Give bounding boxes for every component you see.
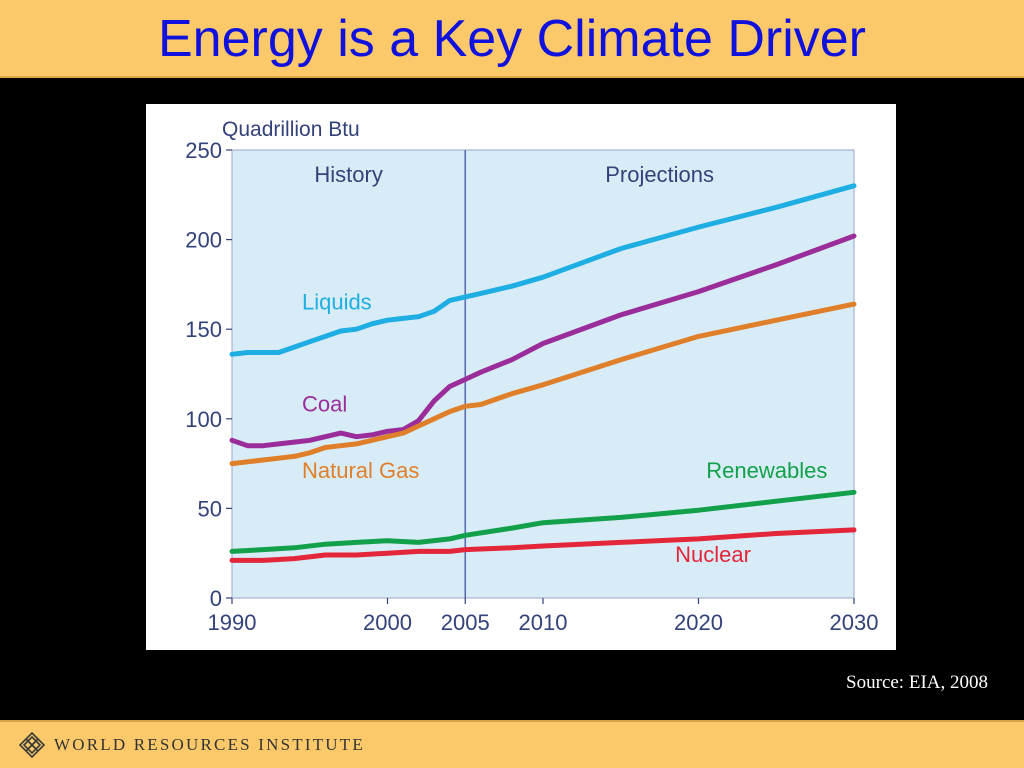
region-label-projections: Projections [605,162,714,187]
series-label-liquids: Liquids [302,289,372,314]
series-label-nuclear: Nuclear [675,542,751,567]
title-bar: Energy is a Key Climate Driver [0,0,1024,78]
y-tick-label: 200 [185,228,222,253]
x-tick-label: 2010 [519,610,568,635]
series-line-liquids [229,183,857,357]
region-labels: History Projections [314,162,714,187]
axes: 0 50 100 150 200 250 1990 2000 2005 2010 2020 2030 [185,138,878,635]
series-line-nuclear [229,527,857,563]
x-tick-label: 2000 [363,610,412,635]
energy-line-chart: History Projections 0 50 100 150 200 250 1990 20… [185,118,878,635]
y-tick-label: 250 [185,138,222,163]
series-lines: Liquids Coal Natural Gas Renewables Nuclear [229,183,857,567]
wri-lattice-icon [18,731,46,759]
x-tick-label: 2020 [674,610,723,635]
footer-bar: WORLD RESOURCES INSTITUTE [0,720,1024,768]
chart-container: History Projections 0 50 100 150 200 250 1990 20… [146,104,896,650]
y-tick-label: 150 [185,317,222,342]
x-tick-label: 2005 [441,610,490,635]
y-axis-label: Quadrillion Btu [222,118,360,141]
x-tick-label: 2030 [830,610,879,635]
slide-title: Energy is a Key Climate Driver [158,10,866,68]
source-note: Source: EIA, 2008 [846,672,988,693]
y-tick-label: 100 [185,407,222,432]
y-tick-label: 50 [198,496,222,521]
plot-background [231,149,855,599]
series-line-natural-gas [229,301,857,467]
series-line-renewables [229,489,857,554]
series-label-coal: Coal [302,392,347,417]
region-label-history: History [314,162,382,187]
series-line-coal [229,233,857,449]
x-tick-label: 1990 [208,610,257,635]
series-label-natural-gas: Natural Gas [302,458,419,483]
series-label-renewables: Renewables [706,458,827,483]
y-tick-label: 0 [210,586,222,611]
footer-org-name: WORLD RESOURCES INSTITUTE [54,735,365,754]
